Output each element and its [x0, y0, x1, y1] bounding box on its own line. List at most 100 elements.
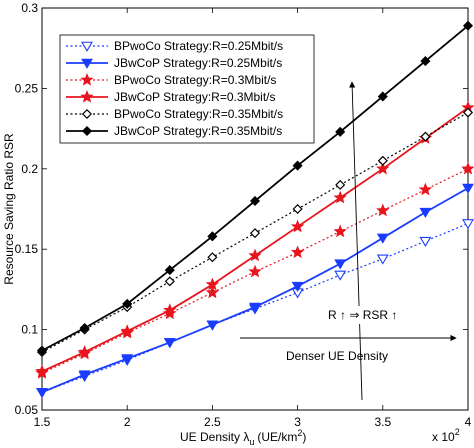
data-point — [120, 324, 134, 337]
x-tick-label: 1.5 — [34, 415, 51, 429]
data-point — [335, 179, 346, 190]
annotation-denser: Denser UE Density — [240, 334, 457, 363]
legend-swatch-marker — [80, 89, 94, 103]
x-exponent-base: x 10 — [432, 430, 455, 444]
data-point — [376, 254, 389, 265]
y-tick-label: 0.1 — [21, 323, 38, 337]
y-axis: 0.05 0.1 0.15 0.2 0.25 0.3 — [15, 1, 468, 417]
data-point — [461, 161, 474, 175]
data-point — [462, 183, 474, 194]
legend-label: JBwCoP Strategy:R=0.3Mbit/s — [114, 90, 276, 104]
legend-swatch-marker — [80, 72, 94, 86]
data-point — [249, 195, 261, 207]
data-point — [207, 231, 218, 242]
y-tick-label: 0.25 — [15, 81, 39, 95]
data-point — [333, 224, 347, 238]
data-point — [164, 276, 175, 287]
data-point — [291, 281, 304, 293]
x-axis-label-close: ) — [302, 430, 306, 444]
y-tick-label: 0.2 — [21, 162, 38, 176]
data-point — [290, 219, 305, 233]
data-point — [35, 364, 49, 378]
legend-label: JBwCoP Strategy:R=0.35Mbit/s — [114, 124, 282, 138]
data-point — [418, 182, 433, 196]
data-point — [377, 155, 388, 166]
legend: BPwoCo Strategy:R=0.25Mbit/s JBwCoP Strat… — [59, 34, 315, 144]
data-point — [77, 345, 92, 358]
legend-swatch-marker — [81, 125, 93, 137]
y-tick-label: 0.15 — [15, 242, 39, 256]
data-point — [292, 160, 303, 171]
legend-swatch-marker — [81, 108, 93, 120]
data-point — [376, 203, 390, 217]
data-point — [36, 345, 48, 356]
legend-item: JBwCoP Strategy:R=0.3Mbit/s — [66, 89, 276, 104]
data-point — [335, 126, 346, 137]
data-point — [462, 219, 474, 230]
legend-item: BPwoCo Strategy:R=0.3Mbit/s — [66, 72, 276, 87]
data-point — [376, 161, 390, 175]
x-axis-label: UE Density λu (UE/km2) — [180, 428, 306, 447]
series-5 — [36, 107, 474, 358]
annotation-r-rsr: R ↑ ⇒ RSR ↑ — [324, 81, 406, 401]
r-rsr-label-bg — [324, 306, 406, 324]
data-point — [419, 236, 432, 247]
series-2 — [36, 183, 474, 399]
legend-label: JBwCoP Strategy:R=0.25Mbit/s — [114, 56, 282, 70]
x-axis-label-main: UE Density λ — [180, 430, 249, 444]
series-layer — [35, 20, 474, 399]
series-6 — [36, 20, 474, 356]
data-point — [376, 233, 389, 244]
denser-label: Denser UE Density — [286, 349, 388, 363]
data-point — [419, 207, 432, 219]
data-point — [462, 20, 474, 31]
y-tick-label: 0.3 — [21, 1, 38, 15]
x-tick-label: 4 — [465, 415, 472, 429]
data-point — [290, 245, 305, 259]
x-tick-label: 3.5 — [374, 415, 391, 429]
x-exponent-power: 2 — [455, 427, 460, 437]
data-point — [377, 91, 388, 102]
x-exponent-label: x 102 — [432, 427, 460, 444]
r-rsr-label: R ↑ ⇒ RSR ↑ — [328, 308, 397, 322]
data-point — [334, 270, 347, 281]
x-tick-label: 3 — [294, 415, 301, 429]
legend-item: JBwCoP Strategy:R=0.35Mbit/s — [66, 124, 282, 138]
x-axis-label-sub: u — [249, 437, 254, 447]
data-point — [420, 131, 431, 142]
x-axis: 1.5 2 2.5 3 3.5 4 — [34, 8, 472, 429]
y-axis-label: Resource Saving Ratio RSR — [2, 133, 16, 285]
data-point — [206, 320, 219, 331]
legend-item: JBwCoP Strategy:R=0.25Mbit/s — [66, 56, 282, 70]
data-point — [292, 203, 303, 215]
data-point — [248, 264, 262, 278]
data-point — [333, 190, 347, 204]
data-point — [205, 277, 220, 291]
data-point — [249, 228, 261, 239]
legend-swatch-marker — [81, 41, 93, 52]
x-axis-label-sup: 2 — [297, 428, 302, 438]
data-point — [334, 259, 347, 270]
data-point — [164, 265, 175, 276]
legend-item: BPwoCo Strategy:R=0.35Mbit/s — [66, 107, 283, 121]
x-axis-label-units: (UE/km — [257, 430, 297, 444]
r-rsr-arrow — [349, 81, 363, 401]
data-point — [36, 388, 48, 399]
data-point — [122, 298, 133, 309]
legend-label: BPwoCo Strategy:R=0.25Mbit/s — [114, 39, 283, 53]
data-point — [207, 252, 218, 263]
x-tick-label: 2 — [124, 415, 131, 429]
data-point — [163, 338, 176, 349]
data-point — [205, 285, 220, 299]
data-point — [462, 107, 474, 118]
data-point — [163, 303, 177, 316]
legend-label: BPwoCo Strategy:R=0.35Mbit/s — [114, 107, 283, 121]
data-point — [248, 248, 262, 262]
y-tick-label: 0.05 — [15, 403, 39, 417]
x-tick-label: 2.5 — [204, 415, 221, 429]
legend-swatch-marker — [81, 58, 93, 69]
legend-item: BPwoCo Strategy:R=0.25Mbit/s — [66, 39, 283, 53]
legend-box — [59, 34, 315, 144]
data-point — [420, 56, 431, 67]
